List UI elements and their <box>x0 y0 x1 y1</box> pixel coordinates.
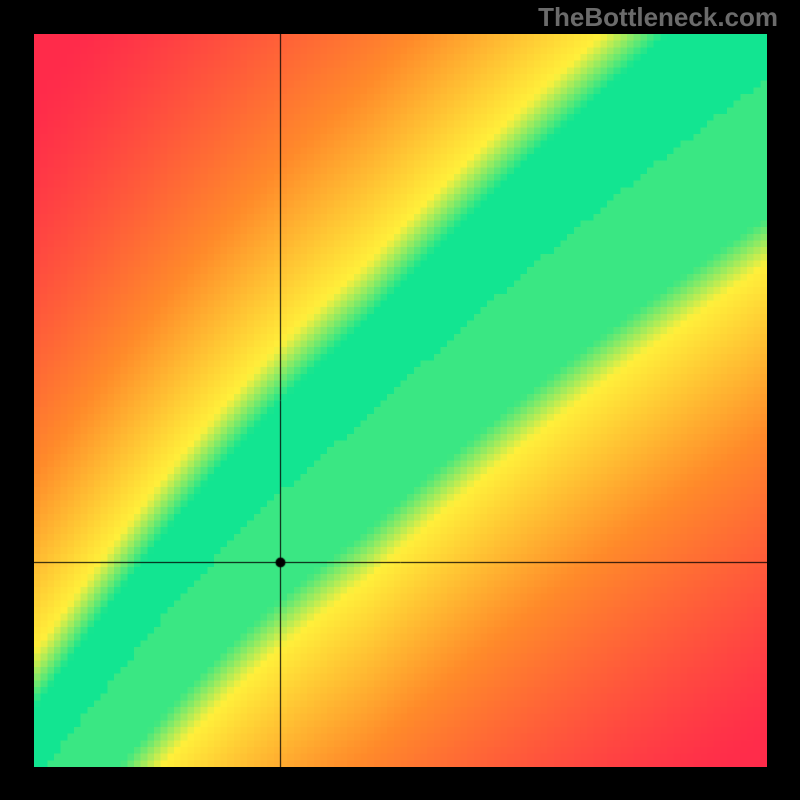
chart-container: TheBottleneck.com <box>0 0 800 800</box>
bottleneck-heatmap <box>34 34 767 767</box>
source-watermark: TheBottleneck.com <box>538 2 778 33</box>
